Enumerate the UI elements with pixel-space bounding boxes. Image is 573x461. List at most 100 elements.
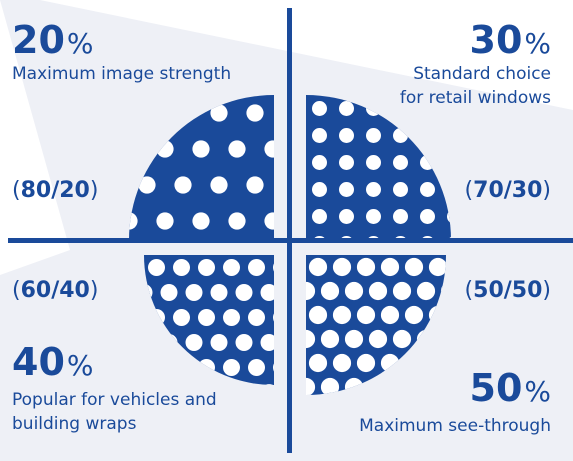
perforation-dot (138, 104, 156, 122)
perforation-dot (333, 402, 351, 420)
perforation-dot (156, 140, 174, 158)
perforation-dot (198, 309, 215, 326)
quadrant-bottom-right-shape (306, 255, 446, 395)
perforation-dot (404, 305, 424, 325)
perforation-dot (332, 353, 352, 373)
perforation-dot (174, 176, 192, 194)
quadrant-top-left-shape (129, 95, 274, 240)
perforation-dot (339, 209, 354, 224)
perforation-dot (380, 353, 400, 373)
percent-bottom-right: 50% (469, 366, 552, 410)
perforation-dot (420, 155, 435, 170)
perforation-dot (312, 101, 327, 116)
perforation-dot (440, 377, 446, 395)
perforation-dot (392, 329, 412, 349)
perforation-dot (312, 128, 327, 143)
perforation-dot (339, 182, 354, 197)
perforation-dot (148, 359, 165, 376)
perforation-dot (428, 353, 446, 373)
perforation-dot (309, 402, 327, 420)
perforation-dot (420, 128, 435, 143)
perforation-dot (306, 281, 316, 301)
perforation-dot (447, 209, 451, 224)
perforation-dot (320, 329, 340, 349)
percent-bottom-left: 40% (12, 340, 94, 384)
perforation-dot (308, 305, 328, 325)
perforation-dot (308, 353, 328, 373)
perforation-dot (332, 257, 352, 277)
perforation-dot (223, 309, 240, 326)
perforation-dot (393, 128, 408, 143)
perforation-dot (192, 140, 210, 158)
perforation-dot (129, 212, 138, 230)
perforation-dot (210, 104, 228, 122)
perforation-dot (248, 259, 265, 276)
perforation-dot (192, 212, 210, 230)
perforation-dot (148, 309, 165, 326)
perforation-dot (173, 259, 190, 276)
perforation-dot (185, 284, 203, 301)
perforation-dot (453, 354, 471, 372)
perforation-dot (210, 284, 228, 301)
perforation-dot (198, 359, 215, 376)
perforation-dot (144, 334, 153, 351)
perforation-dot (264, 140, 274, 158)
perforation-dot (428, 305, 446, 325)
perforation-dot (156, 212, 174, 230)
description-bottom-left: Popular for vehicles and building wraps (12, 390, 217, 434)
perforation-dot (248, 359, 265, 376)
perforation-dot (416, 281, 436, 301)
perforation-dot (453, 306, 471, 324)
perforation-dot (447, 128, 451, 143)
perforation-dot (420, 209, 435, 224)
perforation-dot (368, 377, 388, 395)
vertical-divider (287, 8, 292, 453)
perforation-dot (366, 209, 381, 224)
description-top-left: Maximum image strength (12, 64, 232, 84)
perforation-dot (312, 182, 327, 197)
perforation-dot (368, 329, 388, 349)
perforation-dot (404, 257, 424, 277)
perforation-dot (228, 140, 246, 158)
perforation-dot (356, 353, 376, 373)
ratio-top-right: (70/30) (464, 178, 551, 203)
perforation-dot (246, 104, 264, 122)
perforation-dot (223, 359, 240, 376)
perforation-dot (366, 182, 381, 197)
perforation-dot (235, 284, 253, 301)
perforation-dot (440, 281, 446, 301)
perforation-dot (174, 104, 192, 122)
perforation-dot (138, 176, 156, 194)
perforation-dot (173, 309, 190, 326)
perforation-dot (260, 384, 274, 385)
perforation-dot (416, 329, 436, 349)
perforation-dot (366, 155, 381, 170)
perforation-dot (210, 334, 228, 351)
perforation-dot (393, 155, 408, 170)
perforation-dot (420, 182, 435, 197)
perforation-dot (320, 377, 340, 395)
perforation-dot (306, 329, 316, 349)
percent-top-right: 30% (469, 18, 552, 62)
percent-top-left: 20% (12, 18, 94, 62)
perforation-dot (185, 334, 203, 351)
perforation-dot (453, 258, 471, 276)
perforation-dot (248, 309, 265, 326)
perforation-dot (246, 176, 264, 194)
perforation-dot (368, 281, 388, 301)
description-top-right: Standard choice for retail windows (399, 64, 551, 108)
perforation-dot (144, 284, 153, 301)
perforation-dot (344, 377, 364, 395)
perforation-dot (356, 305, 376, 325)
perforation-dot (332, 305, 352, 325)
perforation-dot (339, 155, 354, 170)
perforation-dot (264, 212, 274, 230)
perforation-dot (228, 212, 246, 230)
perforation-dot (428, 257, 446, 277)
perforation-dot (447, 182, 451, 197)
perforation-dot (366, 128, 381, 143)
perforation-dot (366, 101, 381, 116)
perforation-dot (344, 329, 364, 349)
